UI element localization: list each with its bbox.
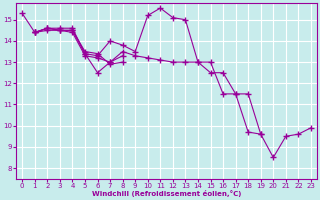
- X-axis label: Windchill (Refroidissement éolien,°C): Windchill (Refroidissement éolien,°C): [92, 190, 241, 197]
